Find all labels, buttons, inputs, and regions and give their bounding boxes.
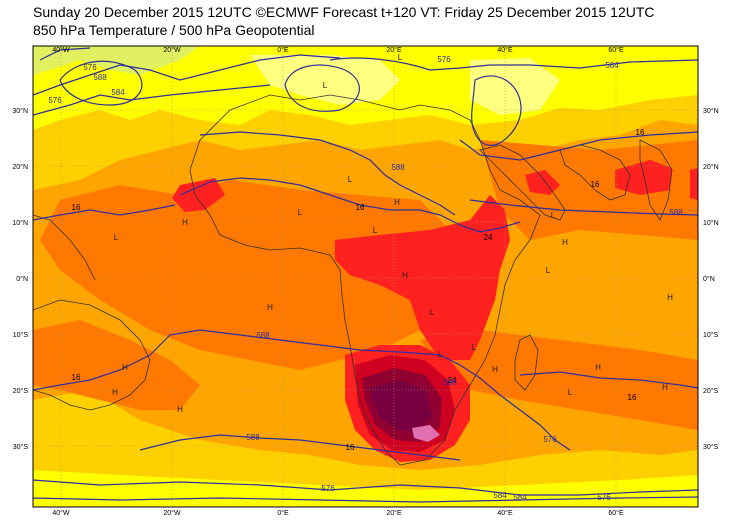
temperature-field	[33, 46, 698, 507]
temp-label: 16	[72, 203, 81, 212]
z500-label: 584	[605, 61, 619, 70]
low-marker: L	[114, 233, 119, 242]
low-marker: L	[472, 343, 477, 352]
low-marker: L	[398, 53, 403, 62]
z500-label: 576	[597, 493, 611, 502]
lon-label: 40°E	[497, 509, 513, 517]
lat-label: 10°N	[703, 219, 719, 227]
temp-label: 16	[72, 373, 81, 382]
graticule	[33, 46, 698, 507]
low-marker: L	[568, 388, 573, 397]
lon-label: 20°W	[163, 509, 181, 517]
temp-label: 16	[356, 203, 365, 212]
longitude-labels-top: 40°W 20°W 0°E 20°E 40°E 60°E	[52, 46, 624, 54]
high-marker: H	[595, 363, 601, 372]
lon-label: 40°W	[52, 46, 70, 54]
high-marker: H	[402, 271, 408, 280]
high-marker: H	[267, 303, 273, 312]
lat-label: 10°N	[12, 219, 28, 227]
low-marker: L	[323, 81, 328, 90]
high-marker: H	[182, 218, 188, 227]
lat-label: 20°N	[12, 163, 28, 171]
low-marker: L	[348, 175, 353, 184]
lat-label: 0°N	[16, 275, 28, 283]
high-marker: H	[492, 365, 498, 374]
latitude-labels-right: 30°N 20°N 10°N 0°N 10°S 20°S 30°S	[703, 107, 719, 451]
low-marker: L	[438, 350, 443, 359]
lon-label: 40°E	[497, 46, 513, 54]
longitude-labels-bottom: 40°W 20°W 0°E 20°E 40°E 60°E	[52, 509, 624, 517]
temperature-labels: 16 16 16 16 16 16 16 24 24	[72, 128, 645, 452]
z500-label: 584	[111, 88, 125, 97]
z500-label: 576	[48, 96, 62, 105]
high-marker: H	[177, 405, 183, 414]
z500-label: 588	[246, 433, 260, 442]
high-marker: H	[112, 388, 118, 397]
temp-label: 24	[484, 233, 493, 242]
temp-label: 16	[591, 180, 600, 189]
high-marker: H	[662, 383, 668, 392]
z500-label: 588	[93, 73, 107, 82]
low-marker: L	[551, 211, 556, 220]
lon-label: 20°E	[386, 509, 402, 517]
lon-label: 20°E	[386, 46, 402, 54]
z500-label: 588	[669, 208, 683, 217]
z500-label: 588	[443, 378, 457, 387]
lat-label: 20°S	[703, 387, 719, 395]
lat-label: 30°S	[13, 443, 29, 451]
lon-label: 20°W	[163, 46, 181, 54]
high-marker: H	[122, 363, 128, 372]
temp-label: 16	[346, 443, 355, 452]
latitude-labels-left: 30°N 20°N 10°N 0°N 10°S 20°S 30°S	[12, 107, 28, 451]
high-marker: H	[667, 293, 673, 302]
lat-label: 10°S	[703, 331, 719, 339]
z500-label: 576	[437, 55, 451, 64]
low-marker: L	[298, 208, 303, 217]
lat-label: 30°N	[703, 107, 719, 115]
lat-label: 20°S	[13, 387, 29, 395]
lon-label: 60°E	[608, 509, 624, 517]
temp-label: 24	[448, 376, 457, 385]
lat-label: 0°N	[703, 275, 715, 283]
z500-label: 576	[83, 63, 97, 72]
low-marker: L	[430, 308, 435, 317]
geopotential-labels: 588 584 576 576 588 588 588 576 584 576 …	[48, 55, 683, 502]
z500-label: 576	[321, 484, 335, 493]
high-marker: H	[562, 238, 568, 247]
lon-label: 0°E	[277, 46, 289, 54]
lon-label: 0°E	[277, 509, 289, 517]
low-marker: L	[546, 266, 551, 275]
low-marker: L	[373, 226, 378, 235]
lon-label: 60°E	[608, 46, 624, 54]
pressure-system-markers: H H H H H H H H H H H H L L L L L L L L …	[112, 53, 673, 414]
lat-label: 30°S	[703, 443, 719, 451]
z500-label: 584	[493, 491, 507, 500]
map-frame	[32, 45, 699, 508]
z500-label: 588	[256, 331, 270, 340]
geopotential-contours	[33, 47, 698, 503]
lat-label: 20°N	[703, 163, 719, 171]
lon-label: 40°W	[52, 509, 70, 517]
map-subtitle: 850 hPa Temperature / 500 hPa Geopotenti…	[33, 22, 315, 38]
z500-label: 584	[513, 493, 527, 502]
lat-label: 30°N	[12, 107, 28, 115]
coastlines	[33, 94, 673, 466]
map-title: Sunday 20 December 2015 12UTC ©ECMWF For…	[33, 4, 655, 20]
high-marker: H	[394, 198, 400, 207]
z500-label: 588	[391, 163, 405, 172]
temp-label: 16	[628, 393, 637, 402]
temp-label: 16	[636, 128, 645, 137]
z500-label: 576	[543, 435, 557, 444]
lat-label: 10°S	[13, 331, 29, 339]
